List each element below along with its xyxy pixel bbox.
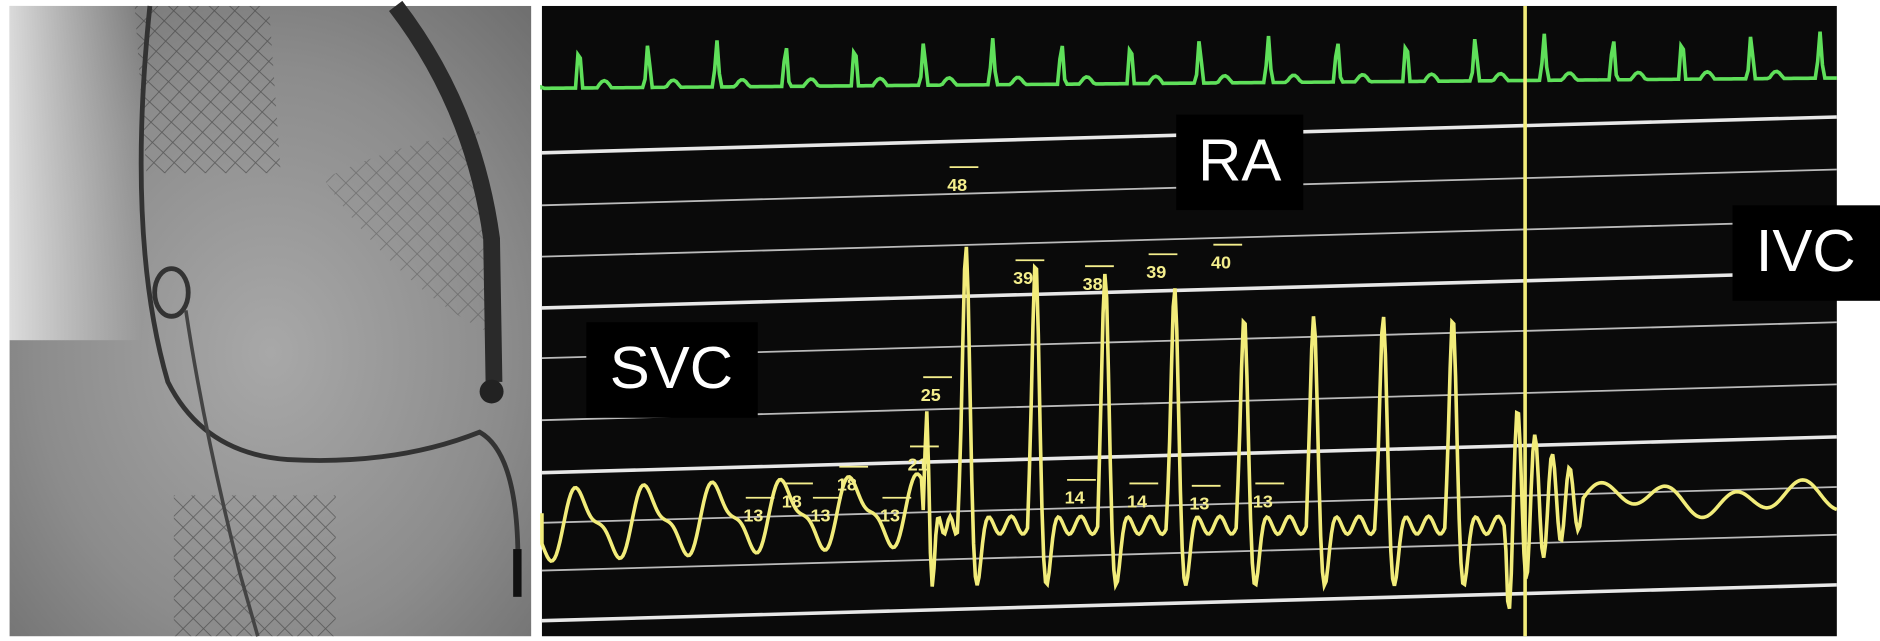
pressure-annotation: 14 (1127, 491, 1147, 511)
grid-line (541, 486, 1837, 524)
ra-label: RA (1198, 127, 1281, 194)
pressure-annotation: 13 (1253, 491, 1273, 511)
grid-line (541, 270, 1837, 310)
pressure-annotation: 40 (1211, 253, 1231, 273)
pressure-annotation: 18 (782, 491, 802, 511)
pressure-annotations: 48 39 38 39 40 25 21 18 18 13 13 13 14 14 13 13 (743, 5, 1527, 637)
ivc-box (1732, 205, 1880, 301)
pressure-annotation: 25 (921, 385, 941, 405)
pressure-annotation: 39 (1146, 262, 1166, 282)
pressure-annotation: 48 (947, 175, 967, 195)
monitor-panel: 48 39 38 39 40 25 21 18 18 13 13 13 14 14 13 13 (540, 5, 1838, 637)
ivc-label: IVC (1756, 217, 1856, 284)
grid-line (541, 219, 1837, 258)
pressure-annotation: 13 (1189, 494, 1209, 514)
pressure-annotation: 13 (811, 506, 831, 526)
ecg-trace (540, 31, 1837, 91)
svc-label: SVC (610, 334, 733, 401)
pressure-annotation: 21 (908, 454, 928, 474)
grid-line (541, 435, 1837, 475)
pressure-annotation: 13 (880, 506, 900, 526)
pressure-annotation: 14 (1065, 488, 1085, 508)
fluoroscopy-panel (9, 0, 532, 637)
pressure-annotation: 13 (743, 506, 763, 526)
pressure-annotation: 39 (1013, 268, 1033, 288)
svc-box (586, 322, 758, 418)
pressure-trace (540, 246, 1838, 610)
ra-box (1176, 114, 1304, 211)
pressure-annotation: 18 (837, 475, 857, 495)
pressure-annotation: 38 (1083, 274, 1103, 294)
grid-line (541, 583, 1837, 623)
